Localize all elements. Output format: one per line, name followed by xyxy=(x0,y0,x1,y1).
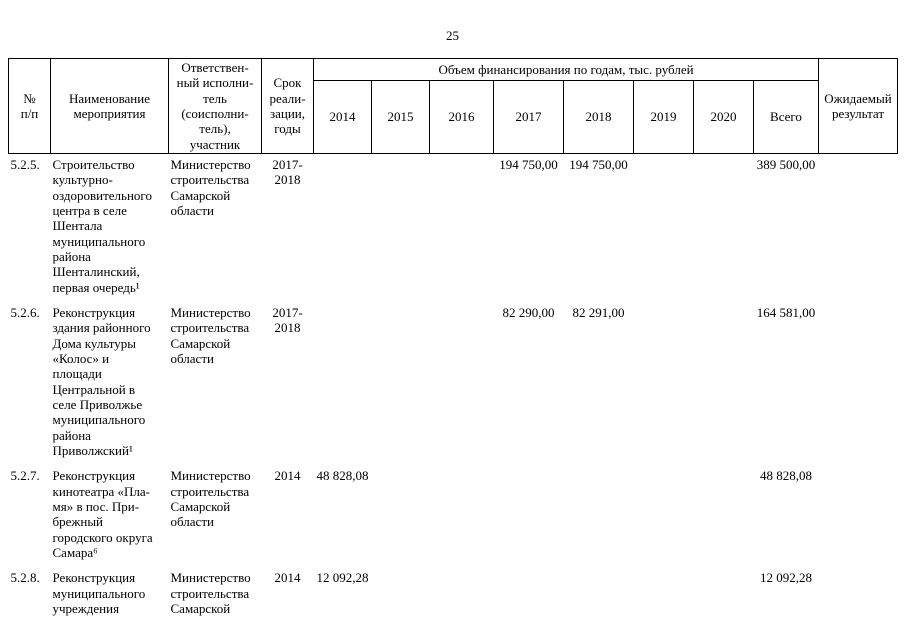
executor: Министерство строительства Самарской обл… xyxy=(170,304,251,366)
value-total: 48 828,08 xyxy=(760,468,812,484)
header-term: Срок реали- зации, годы xyxy=(261,58,314,154)
table-row: 5.2.7. Реконструкция кинотеатра «Пла- мя… xyxy=(9,465,898,567)
table-row: 5.2.5. Строительство культурно- оздорови… xyxy=(9,153,898,301)
value-2015 xyxy=(372,302,430,465)
header-row-span: № п/п Наименование мероприятия Ответстве… xyxy=(8,58,898,154)
value-2018: 82 291,00 xyxy=(572,304,625,320)
value-2019 xyxy=(634,567,694,623)
row-num: 5.2.8. xyxy=(10,570,40,586)
expected-result xyxy=(819,465,898,567)
header-year-2016: 2016 xyxy=(429,79,494,154)
value-2016 xyxy=(430,465,494,567)
term: 2017- 2018 xyxy=(272,304,303,336)
value-2015 xyxy=(372,567,430,623)
header-year-2017: 2017 xyxy=(493,79,564,154)
value-2014: 48 828,08 xyxy=(316,468,369,484)
value-total: 164 581,00 xyxy=(756,304,816,320)
header-activity-name: Наименование мероприятия xyxy=(50,58,169,154)
finance-table: № п/п Наименование мероприятия Ответстве… xyxy=(8,58,898,623)
header-year-2020: 2020 xyxy=(693,79,754,154)
row-num: 5.2.7. xyxy=(10,468,40,484)
value-2016 xyxy=(430,567,494,623)
value-2020 xyxy=(694,465,754,567)
value-total: 389 500,00 xyxy=(756,156,816,172)
value-2018 xyxy=(564,567,634,623)
row-num: 5.2.5. xyxy=(10,156,40,172)
expected-result xyxy=(819,567,898,623)
value-2014 xyxy=(314,153,372,301)
header-row-years: 2014 2015 2016 2017 2018 2019 2020 Всего xyxy=(9,79,898,154)
value-2015 xyxy=(372,465,430,567)
table-row: 5.2.8. Реконструкция муниципального учре… xyxy=(9,567,898,623)
header-year-2015: 2015 xyxy=(371,79,430,154)
value-2018: 194 750,00 xyxy=(569,156,628,172)
term: 2017- 2018 xyxy=(272,156,303,188)
value-2018 xyxy=(564,465,634,567)
value-2016 xyxy=(430,153,494,301)
term: 2014 xyxy=(274,570,301,586)
row-num: 5.2.6. xyxy=(10,304,40,320)
value-2019 xyxy=(634,465,694,567)
activity-name: Реконструкция муниципального учреждения xyxy=(52,570,146,616)
value-2020 xyxy=(694,153,754,301)
table-body: 5.2.5. Строительство культурно- оздорови… xyxy=(9,153,898,623)
term: 2014 xyxy=(274,468,301,484)
value-2017: 82 290,00 xyxy=(502,304,555,320)
table-row: 5.2.6. Реконструкция здания районного До… xyxy=(9,302,898,465)
value-2020 xyxy=(694,302,754,465)
page-number: 25 xyxy=(446,28,459,43)
value-2019 xyxy=(634,153,694,301)
value-2017: 194 750,00 xyxy=(499,156,558,172)
header-executor: Ответствен- ный исполни- тель (соисполни… xyxy=(168,58,262,154)
value-2017 xyxy=(494,465,564,567)
value-2015 xyxy=(372,153,430,301)
value-2016 xyxy=(430,302,494,465)
value-2014 xyxy=(314,302,372,465)
expected-result xyxy=(819,153,898,301)
activity-name: Реконструкция здания районного Дома куль… xyxy=(52,304,151,458)
value-2017 xyxy=(494,567,564,623)
header-num: № п/п xyxy=(8,58,51,154)
value-2014: 12 092,28 xyxy=(316,570,369,586)
value-2019 xyxy=(634,302,694,465)
value-2020 xyxy=(694,567,754,623)
executor: Министерство строительства Самарской обл… xyxy=(170,468,251,530)
header-total: Всего xyxy=(753,79,819,154)
header-year-2018: 2018 xyxy=(563,79,634,154)
value-total: 12 092,28 xyxy=(760,570,812,586)
activity-name: Строительство культурно- оздоровительног… xyxy=(52,156,152,295)
header-year-2014: 2014 xyxy=(313,79,372,154)
activity-name: Реконструкция кинотеатра «Пла- мя» в пос… xyxy=(52,468,153,560)
executor: Министерство строительства Самарской xyxy=(170,570,251,616)
expected-result xyxy=(819,302,898,465)
header-expected-result: Ожидаемый результат xyxy=(818,58,898,154)
executor: Министерство строительства Самарской обл… xyxy=(170,156,251,218)
header-finance-span: Объем финансирования по годам, тыс. рубл… xyxy=(313,58,819,81)
header-year-2019: 2019 xyxy=(633,79,694,154)
table-header: № п/п Наименование мероприятия Ответстве… xyxy=(8,58,898,154)
